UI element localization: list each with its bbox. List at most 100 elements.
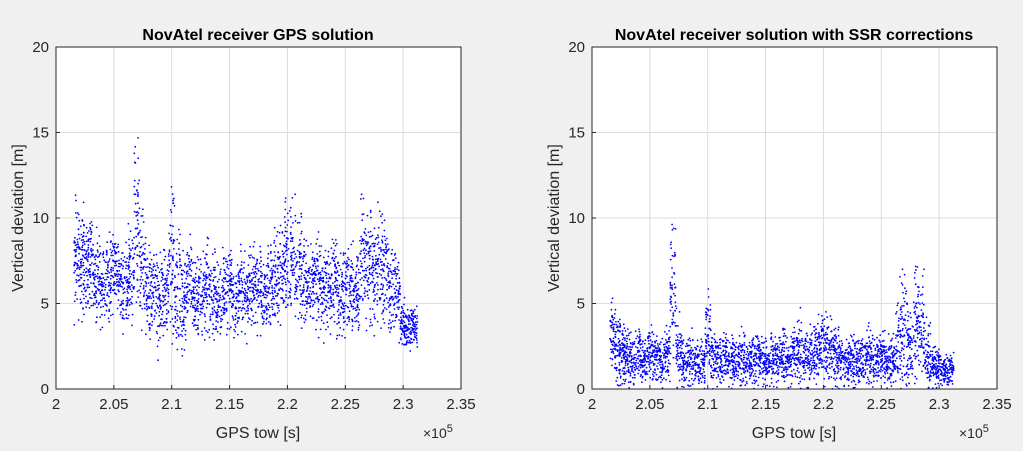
chart-left-point xyxy=(372,281,374,284)
chart-left-point xyxy=(196,256,199,258)
chart-left-point xyxy=(103,293,105,296)
chart-left-point xyxy=(372,269,375,272)
chart-left-point xyxy=(81,254,84,256)
chart-left-point xyxy=(172,278,174,280)
chart-left-point xyxy=(102,252,105,255)
chart-left-point xyxy=(220,268,222,271)
chart-right-point xyxy=(628,387,630,389)
chart-left-point xyxy=(300,314,303,317)
chart-left-point xyxy=(325,328,327,331)
chart-left-point xyxy=(381,277,383,279)
chart-left-point xyxy=(213,309,216,312)
chart-left-point xyxy=(394,319,397,322)
chart-left-point xyxy=(85,235,88,238)
chart-left-point xyxy=(348,281,350,284)
chart-left-point xyxy=(85,240,88,243)
chart-left-point xyxy=(266,294,268,297)
chart-left-point xyxy=(279,276,282,278)
chart-left-point xyxy=(302,300,305,302)
chart-left-point xyxy=(302,257,304,260)
chart-right-point xyxy=(663,331,666,333)
chart-left-point xyxy=(341,302,344,305)
chart-left-point xyxy=(246,295,249,297)
chart-right-point xyxy=(682,352,685,355)
chart-left-point xyxy=(289,240,292,243)
chart-left-point xyxy=(383,251,386,254)
chart-right-point xyxy=(767,353,770,355)
chart-right-point xyxy=(625,347,627,349)
chart-left-point xyxy=(338,304,340,306)
chart-left-point xyxy=(113,260,115,263)
chart-left-point xyxy=(409,330,412,333)
chart-right-point xyxy=(681,385,683,388)
chart-left-point xyxy=(321,267,324,270)
chart-right-point xyxy=(639,338,641,341)
chart-left-point xyxy=(299,239,301,241)
chart-right-point xyxy=(750,363,753,366)
chart-left-point xyxy=(245,300,248,303)
chart-left-point xyxy=(167,273,170,275)
chart-left-point xyxy=(201,303,204,305)
chart-right-point xyxy=(673,251,676,254)
chart-left-point xyxy=(380,327,382,329)
chart-right-point xyxy=(677,325,679,327)
chart-left-point xyxy=(272,264,275,267)
chart-left-point xyxy=(364,276,367,279)
chart-left-point xyxy=(257,284,260,286)
chart-left-point xyxy=(222,311,225,314)
chart-left-point xyxy=(337,274,340,277)
chart-left-point xyxy=(209,313,212,316)
chart-right-point xyxy=(726,368,729,371)
chart-left-point xyxy=(311,299,313,302)
chart-right-point xyxy=(728,385,730,388)
chart-left-point xyxy=(113,292,116,295)
chart-left-point xyxy=(213,306,216,308)
chart-left-point xyxy=(387,322,390,325)
chart-right-point xyxy=(619,384,622,387)
chart-left-point xyxy=(139,229,142,232)
chart-left-point xyxy=(139,255,142,258)
chart-right-point xyxy=(610,308,613,311)
chart-left-point xyxy=(127,222,130,225)
chart-right-point xyxy=(710,374,713,377)
chart-right-point xyxy=(689,384,692,387)
chart-left-point xyxy=(155,330,158,333)
chart-left-point xyxy=(229,264,232,266)
chart-left-point xyxy=(123,277,126,280)
chart-right-point xyxy=(648,342,650,345)
chart-right-point xyxy=(678,339,681,342)
chart-left-point xyxy=(78,268,81,271)
chart-right-point xyxy=(723,345,725,348)
chart-left-point xyxy=(214,266,216,269)
chart-right-point xyxy=(733,370,735,372)
chart-left-point xyxy=(391,248,394,251)
chart-right-point xyxy=(632,383,635,386)
chart-left-point xyxy=(346,260,348,262)
chart-left-point xyxy=(145,282,148,285)
chart-right-point xyxy=(743,364,745,366)
chart-left-point xyxy=(168,232,171,235)
chart-left-point xyxy=(365,242,367,245)
chart-left-point xyxy=(113,282,115,285)
chart-right-point xyxy=(694,354,697,357)
chart-left-point xyxy=(352,294,355,297)
chart-left-point xyxy=(93,285,96,288)
chart-right-point xyxy=(760,335,763,338)
chart-left-point xyxy=(105,278,108,281)
chart-left-point xyxy=(190,291,193,294)
chart-left-point xyxy=(414,321,417,324)
chart-left-point xyxy=(273,239,276,242)
chart-right-point xyxy=(674,286,676,289)
chart-left-point xyxy=(223,302,226,305)
chart-right-point xyxy=(772,367,775,370)
chart-right-point xyxy=(687,363,690,366)
chart-left-point xyxy=(184,264,186,266)
chart-left-point xyxy=(302,286,305,289)
chart-right-point xyxy=(657,362,660,364)
chart-left-point xyxy=(201,330,203,333)
chart-left-point xyxy=(133,285,136,288)
chart-left-point xyxy=(363,260,366,263)
chart-left-point xyxy=(268,288,270,290)
chart-right-point xyxy=(683,378,686,380)
chart-right-point xyxy=(713,369,716,371)
